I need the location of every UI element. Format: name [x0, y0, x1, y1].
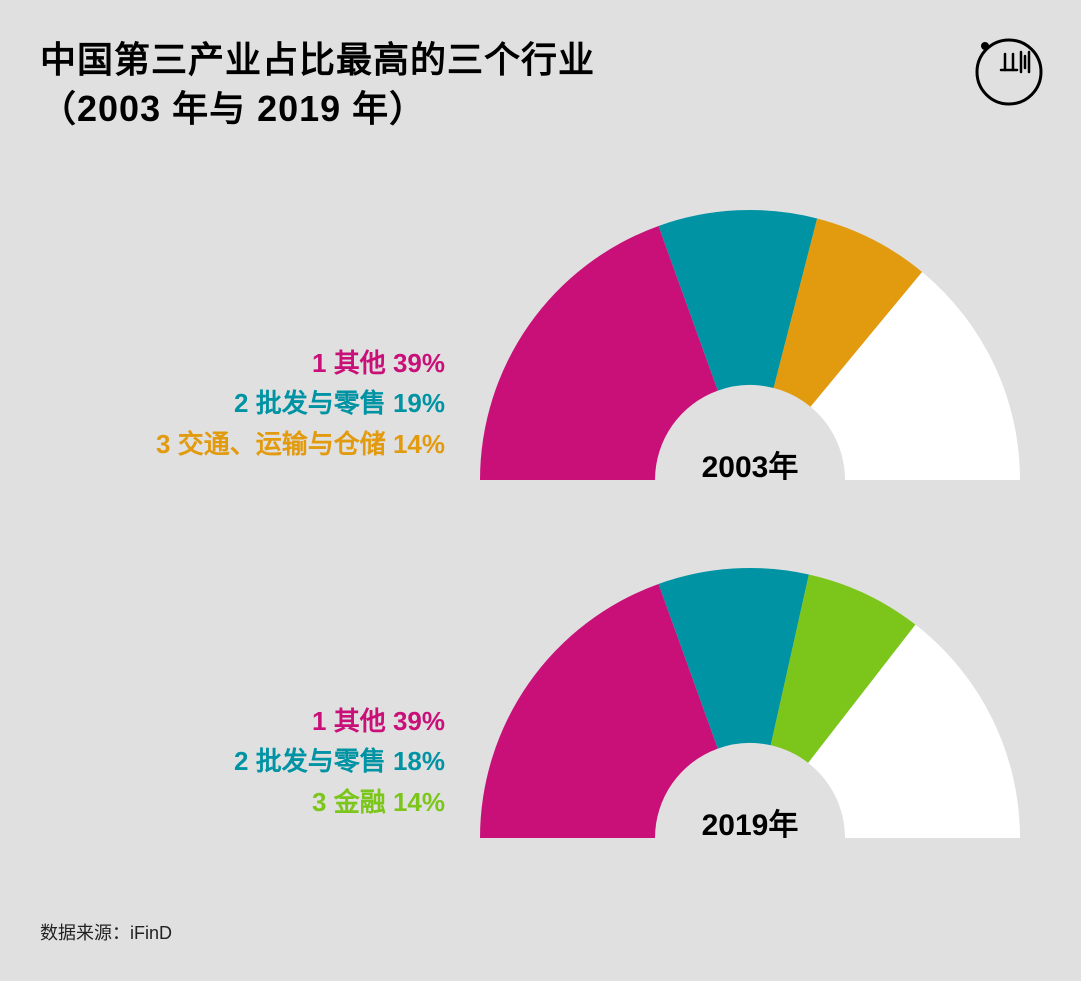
legend-rank: 1: [312, 706, 326, 736]
legend-rank: 3: [312, 787, 326, 817]
legend-rank: 1: [312, 348, 326, 378]
legend-row: 3 金融 14%: [0, 782, 445, 822]
legend-pct: 39%: [393, 706, 445, 736]
legend-pct: 18%: [393, 746, 445, 776]
legend-2019: 1 其他 39% 2 批发与零售 18% 3 金融 14%: [0, 701, 445, 822]
legend-row: 2 批发与零售 19%: [0, 383, 445, 423]
data-source: 数据来源：iFinD: [40, 919, 172, 945]
legend-2003: 1 其他 39% 2 批发与零售 19% 3 交通、运输与仓储 14%: [0, 343, 445, 464]
legend-label: 交通、运输与仓储: [178, 429, 386, 459]
title-line-2: （2003 年与 2019 年）: [40, 85, 595, 134]
legend-rank: 2: [234, 746, 248, 776]
legend-label: 其他: [334, 348, 386, 378]
legend-label: 批发与零售: [256, 746, 386, 776]
legend-row: 2 批发与零售 18%: [0, 741, 445, 781]
legend-row: 3 交通、运输与仓储 14%: [0, 424, 445, 464]
title-line-1: 中国第三产业占比最高的三个行业: [40, 36, 595, 85]
legend-row: 1 其他 39%: [0, 701, 445, 741]
legend-label: 批发与零售: [256, 388, 386, 418]
legend-rank: 2: [234, 388, 248, 418]
legend-rank: 3: [156, 429, 170, 459]
brand-logo: [969, 30, 1049, 115]
legend-label: 金融: [334, 787, 386, 817]
year-label-2019: 2019年: [640, 800, 860, 844]
legend-label: 其他: [334, 706, 386, 736]
legend-pct: 14%: [393, 787, 445, 817]
legend-pct: 39%: [393, 348, 445, 378]
chart-title: 中国第三产业占比最高的三个行业 （2003 年与 2019 年）: [40, 36, 595, 133]
year-label-2003: 2003年: [640, 442, 860, 486]
legend-row: 1 其他 39%: [0, 343, 445, 383]
legend-pct: 19%: [393, 388, 445, 418]
legend-pct: 14%: [393, 429, 445, 459]
